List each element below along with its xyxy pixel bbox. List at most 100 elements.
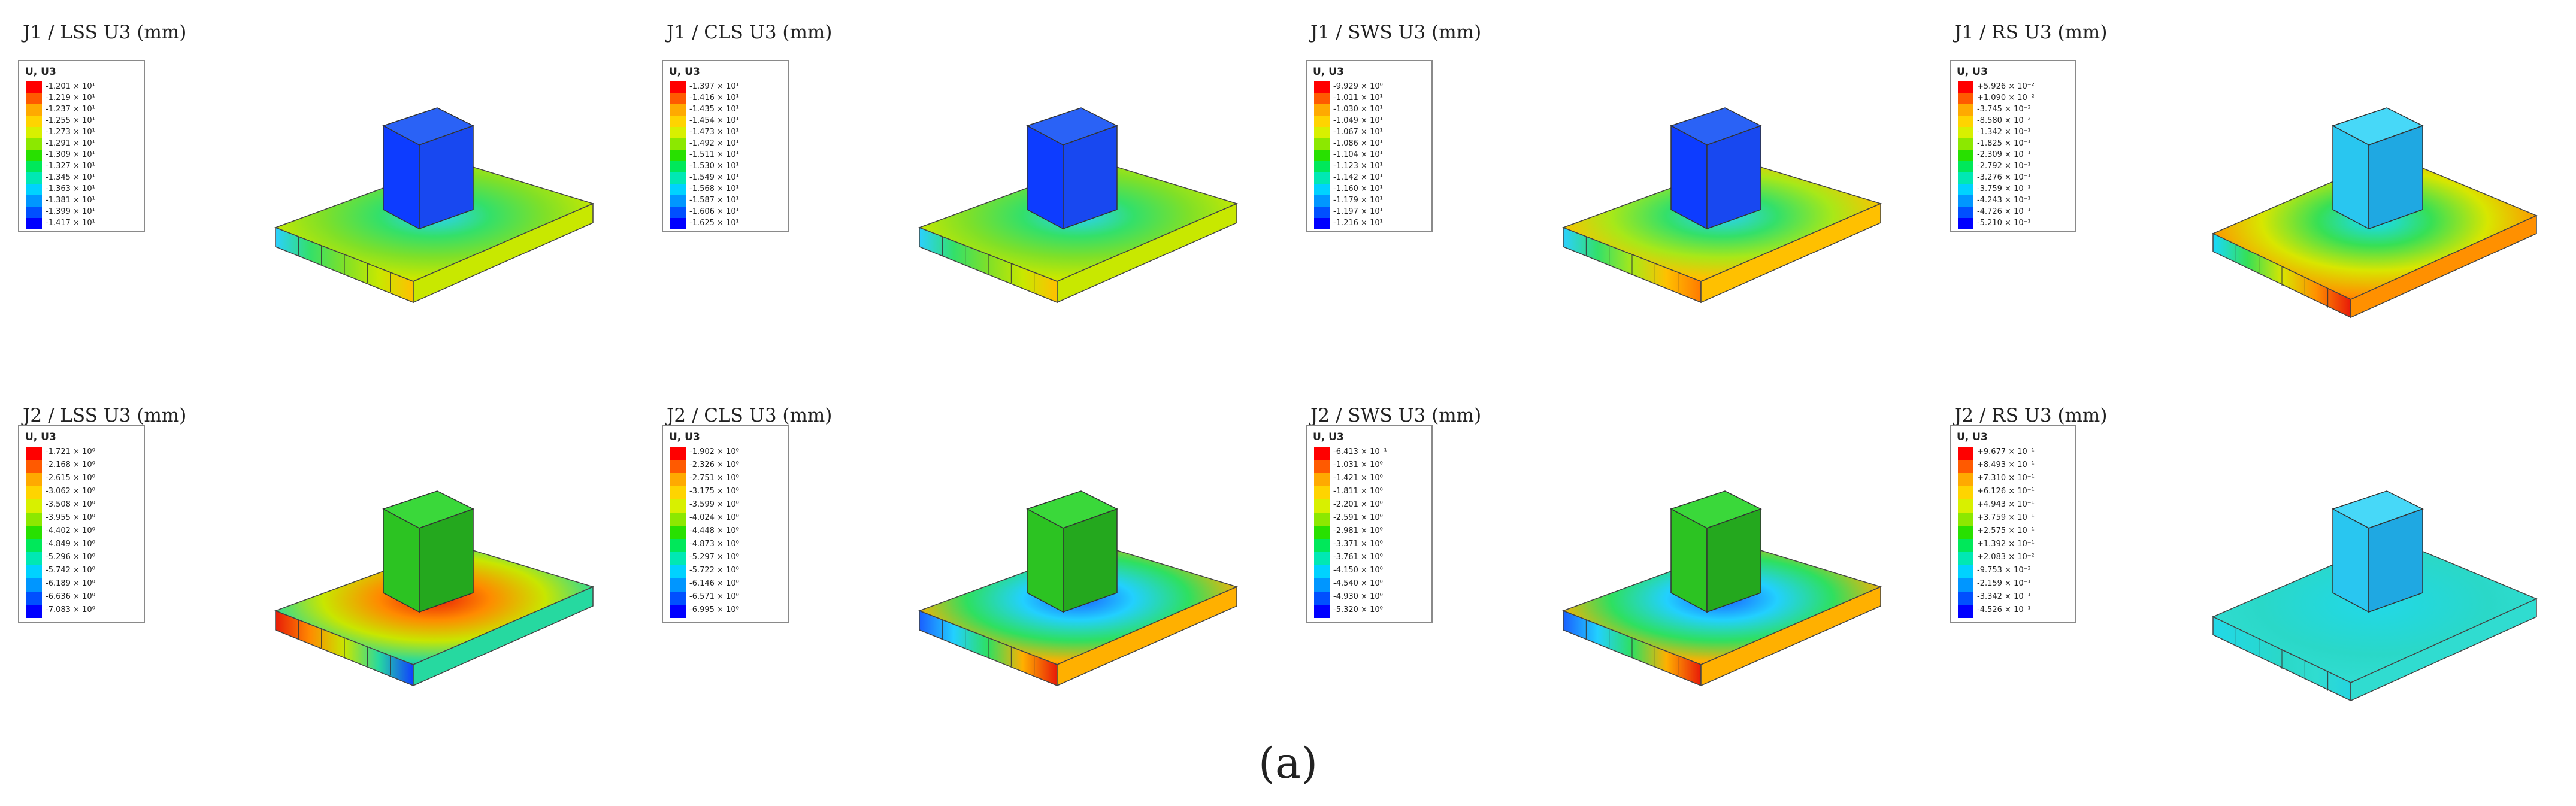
legend-swatch <box>26 195 42 207</box>
legend-value: -1.142 × 10¹ <box>1333 173 1383 182</box>
legend-value: -5.210 × 10⁻¹ <box>1977 219 2031 228</box>
legend-swatch <box>26 592 42 605</box>
legend-swatch <box>670 93 686 104</box>
legend-entry: -9.753 × 10⁻² <box>1958 565 2072 578</box>
legend-swatch <box>1314 499 1330 513</box>
legend-swatch <box>670 513 686 526</box>
legend-entry: +6.126 × 10⁻¹ <box>1958 486 2072 499</box>
legend-swatch <box>1958 499 1973 513</box>
legend-value: +4.943 × 10⁻¹ <box>1977 500 2035 509</box>
legend-entry: -1.825 × 10⁻¹ <box>1958 138 2072 150</box>
legend-value: -3.955 × 10⁰ <box>46 513 95 522</box>
legend-value: -1.255 × 10¹ <box>46 116 95 125</box>
legend-swatch <box>26 565 42 578</box>
legend-value: -1.511 × 10¹ <box>689 150 739 159</box>
legend-entry: -6.189 × 10⁰ <box>26 578 140 592</box>
legend-swatch <box>26 486 42 499</box>
legend-entry: +3.759 × 10⁻¹ <box>1958 513 2072 526</box>
legend-entry: -2.615 × 10⁰ <box>26 473 140 486</box>
legend-swatch <box>26 161 42 172</box>
legend-entry: -1.721 × 10⁰ <box>26 447 140 460</box>
legend-entry: -6.146 × 10⁰ <box>670 578 784 592</box>
legend-swatch <box>1314 218 1330 229</box>
legend-value: -1.086 × 10¹ <box>1333 139 1383 148</box>
legend-value: -2.168 × 10⁰ <box>46 460 95 469</box>
legend-entry: +8.493 × 10⁻¹ <box>1958 460 2072 473</box>
legend-value: -1.473 × 10¹ <box>689 128 739 137</box>
legend-value: -1.825 × 10⁻¹ <box>1977 139 2031 148</box>
legend-entry: +5.926 × 10⁻² <box>1958 81 2072 93</box>
legend-swatch <box>670 526 686 539</box>
legend-swatch <box>670 138 686 150</box>
legend-entry: -2.168 × 10⁰ <box>26 460 140 473</box>
legend-entry: -1.160 × 10¹ <box>1314 184 1428 195</box>
legend-entry: -1.397 × 10¹ <box>670 81 784 93</box>
panel-title: J1 / SWS U3 (mm) <box>1310 22 1482 43</box>
legend-entry: -1.291 × 10¹ <box>26 138 140 150</box>
legend-entry: -5.296 × 10⁰ <box>26 552 140 565</box>
legend-value: -2.591 × 10⁰ <box>1333 513 1383 522</box>
legend-value: -2.159 × 10⁻¹ <box>1977 579 2031 588</box>
legend-swatch <box>1314 578 1330 592</box>
contour-panel: J2 / SWS U3 (mm) U, U3 -6.413 × 10⁻¹ -1.031… <box>1288 383 1932 766</box>
contour-panel: J1 / LSS U3 (mm) U, U3 -1.201 × 10¹ -1.219 … <box>0 0 644 383</box>
legend-entry: -3.745 × 10⁻² <box>1958 104 2072 116</box>
legend-value: -3.761 × 10⁰ <box>1333 553 1383 562</box>
legend-swatch <box>670 150 686 161</box>
legend-value: -1.568 × 10¹ <box>689 184 739 193</box>
legend-swatch <box>1958 447 1973 460</box>
legend-value: -5.722 × 10⁰ <box>689 566 739 575</box>
legend-entry: -1.104 × 10¹ <box>1314 150 1428 161</box>
legend-header: U, U3 <box>25 66 56 78</box>
legend-swatch <box>670 473 686 486</box>
contour-panel: J2 / RS U3 (mm) U, U3 +9.677 × 10⁻¹ +8.493 … <box>1932 383 2575 766</box>
slab-side-face <box>413 586 594 687</box>
legend-swatch <box>670 127 686 138</box>
legend-swatch <box>1958 486 1973 499</box>
legend-swatch <box>26 93 42 104</box>
legend-value: -5.320 × 10⁰ <box>1333 605 1383 614</box>
legend-header: U, U3 <box>1957 66 1988 78</box>
legend-swatch <box>670 539 686 552</box>
legend-entry: -4.526 × 10⁻¹ <box>1958 605 2072 618</box>
legend-value: -4.448 × 10⁰ <box>689 526 739 535</box>
legend-swatch <box>670 592 686 605</box>
fe-model-render <box>918 107 1239 304</box>
legend-value: -1.123 × 10¹ <box>1333 162 1383 171</box>
legend-value: -4.150 × 10⁰ <box>1333 566 1383 575</box>
legend-value: -1.197 × 10¹ <box>1333 207 1383 216</box>
legend-entry: -4.024 × 10⁰ <box>670 513 784 526</box>
fe-model-render <box>2212 107 2538 319</box>
legend-swatch <box>1314 81 1330 93</box>
legend-swatch <box>1958 161 1973 172</box>
legend-swatch <box>26 172 42 184</box>
legend-entry: -4.930 × 10⁰ <box>1314 592 1428 605</box>
legend-entry: -2.591 × 10⁰ <box>1314 513 1428 526</box>
legend-swatch <box>670 578 686 592</box>
legend-header: U, U3 <box>669 66 700 78</box>
legend-value: -1.421 × 10⁰ <box>1333 474 1383 483</box>
legend-entry: -1.030 × 10¹ <box>1314 104 1428 116</box>
legend-swatch <box>1958 552 1973 565</box>
fe-model-render <box>1561 490 1882 687</box>
legend-entry: -3.759 × 10⁻¹ <box>1958 184 2072 195</box>
legend-swatch <box>1958 81 1973 93</box>
legend-entry: -1.363 × 10¹ <box>26 184 140 195</box>
legend-swatch <box>1314 605 1330 618</box>
legend-swatch <box>1314 513 1330 526</box>
legend-swatch <box>670 81 686 93</box>
legend-value: +9.677 × 10⁻¹ <box>1977 447 2035 456</box>
legend-swatch <box>1958 592 1973 605</box>
legend-swatch <box>1314 460 1330 473</box>
legend-header: U, U3 <box>1313 431 1344 443</box>
legend-value: -3.276 × 10⁻¹ <box>1977 173 2031 182</box>
legend-swatch <box>1958 578 1973 592</box>
legend-swatch <box>1958 195 1973 207</box>
legend-value: -3.342 × 10⁻¹ <box>1977 592 2031 601</box>
legend-swatch <box>1958 473 1973 486</box>
legend-swatch <box>26 81 42 93</box>
legend-entry: -1.179 × 10¹ <box>1314 195 1428 207</box>
legend-entry: +4.943 × 10⁻¹ <box>1958 499 2072 513</box>
legend-value: -6.571 × 10⁰ <box>689 592 739 601</box>
legend-swatch <box>670 218 686 229</box>
